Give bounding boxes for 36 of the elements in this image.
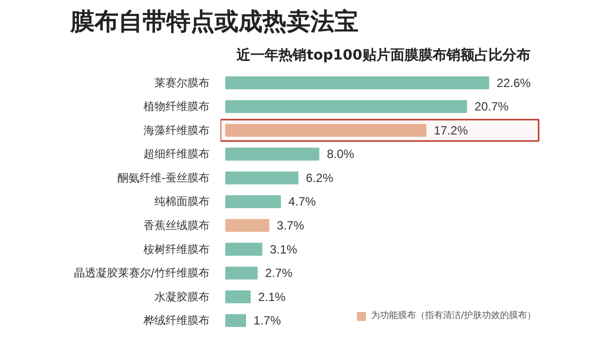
bar (225, 290, 251, 304)
y-tick-label: 晶透凝胶莱赛尔/竹纤维膜布 (74, 266, 210, 280)
bar (225, 242, 262, 256)
bar (225, 76, 490, 90)
y-tick-label: 酮氨纤维-蚕丝膜布 (118, 171, 210, 184)
bar (225, 266, 258, 280)
y-tick-label: 莱赛尔膜布 (154, 76, 210, 90)
data-label: 22.6% (496, 76, 532, 90)
y-tick-label: 海藻纤维膜布 (144, 124, 210, 137)
data-label: 8.0% (326, 147, 355, 162)
data-label: 2.7% (265, 266, 293, 280)
data-label: 4.7% (288, 194, 316, 209)
bar (225, 219, 270, 232)
y-tick-label: 纯棉面膜布 (154, 195, 210, 208)
data-label: 20.7% (474, 100, 509, 114)
data-label: 3.7% (276, 218, 304, 232)
data-label: 2.1% (258, 290, 286, 304)
y-tick-label: 香蕉丝绒膜布 (144, 218, 210, 232)
bar (225, 148, 320, 161)
bar (225, 171, 298, 184)
bar (225, 100, 468, 113)
y-tick-label: 水凝胶膜布 (154, 290, 210, 304)
y-tick-label: 超细纤维膜布 (144, 148, 210, 161)
bar (225, 314, 246, 328)
y-tick-label: 桦绒纤维膜布 (142, 314, 210, 328)
chart-title: 膜布自带特点或成热卖法宝 (70, 8, 358, 36)
y-tick-label: 桉树纤维膜布 (144, 242, 210, 256)
data-label: 3.1% (270, 242, 298, 256)
bar (225, 195, 281, 208)
legend-label: 为功能膜布（指有清洁/护肤功效的膜布） (370, 310, 536, 322)
data-label: 17.2% (434, 123, 468, 138)
data-label: 6.2% (306, 170, 334, 185)
data-label: 1.7% (254, 314, 282, 328)
chart-subtitle: 近一年热销top100贴片面膜膜布销额占比分布 (236, 46, 530, 64)
y-tick-label: 植物纤维膜布 (144, 100, 210, 114)
bar (225, 124, 426, 137)
